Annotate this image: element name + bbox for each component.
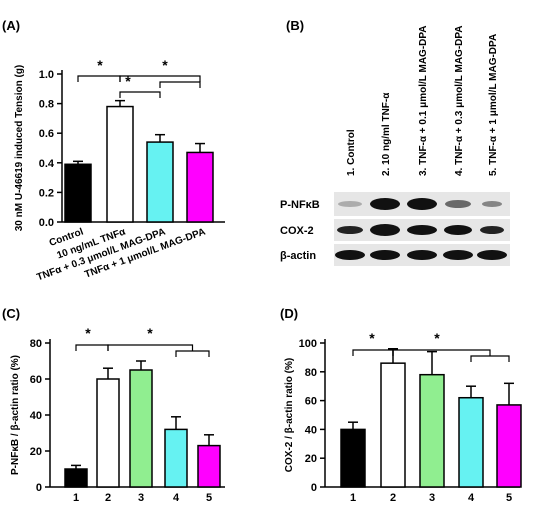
significance-star: *	[85, 325, 91, 341]
significance-bracket	[119, 91, 161, 98]
y-tick-label: 0.0	[39, 217, 54, 229]
significance-bracket	[470, 355, 510, 362]
band	[338, 201, 362, 207]
significance-star: *	[147, 325, 153, 341]
panel-label: (B)	[286, 18, 304, 33]
y-tick-label: 0.6	[39, 128, 54, 140]
x-tick-label: 4	[468, 492, 475, 504]
x-tick-label: 2	[105, 492, 111, 504]
y-tick-label: 1.0	[39, 69, 54, 81]
bar	[419, 373, 445, 488]
lane-label: 2. 10 ng/ml TNF-α	[381, 92, 392, 176]
significance-bracket	[107, 344, 194, 351]
band	[477, 250, 507, 260]
bar	[340, 428, 366, 488]
y-axis-label: P-NFκB / β-actin ratio (%)	[10, 355, 21, 475]
row-label: β-actin	[280, 250, 316, 262]
significance-bracket	[175, 350, 210, 357]
bar	[496, 404, 522, 488]
y-tick-label: 20	[30, 446, 42, 458]
x-tick-label: 5	[506, 492, 512, 504]
band	[407, 198, 437, 210]
western-blot	[334, 192, 510, 266]
bar	[64, 468, 88, 488]
y-tick-label: 0	[311, 482, 317, 494]
band	[480, 226, 504, 234]
lane-label: 5. TNF-α + 1 μmol/L MAG-DPA	[488, 34, 499, 176]
lane-label: 1. Control	[346, 129, 357, 176]
bar	[380, 362, 406, 488]
y-tick-label: 0.4	[39, 158, 55, 170]
y-tick-label: 40	[305, 424, 317, 436]
band	[370, 198, 400, 210]
significance-bracket	[352, 349, 394, 356]
y-tick-label: 0.8	[39, 99, 54, 111]
band	[444, 225, 472, 235]
y-tick-label: 80	[30, 338, 42, 350]
y-tick-label: 40	[30, 410, 42, 422]
significance-star: *	[369, 330, 375, 346]
y-tick-label: 60	[30, 374, 42, 386]
y-tick-label: 0	[36, 482, 42, 494]
significance-bracket	[159, 81, 201, 88]
x-tick-label: 1	[73, 492, 79, 504]
significance-bracket	[392, 349, 491, 356]
band	[445, 200, 471, 208]
x-tick-label: 3	[138, 492, 144, 504]
bar	[146, 141, 174, 223]
band	[335, 250, 365, 260]
y-tick-label: 20	[305, 453, 317, 465]
lane-label: 4. TNF-α + 0.3 μmol/L MAG-DPA	[454, 25, 465, 176]
bar	[64, 163, 92, 223]
x-tick-label: 3	[429, 492, 435, 504]
significance-bracket	[77, 75, 121, 82]
y-tick-label: 80	[305, 367, 317, 379]
y-tick-label: 100	[299, 338, 317, 350]
band	[370, 224, 400, 236]
significance-star: *	[97, 57, 103, 73]
bar	[106, 105, 134, 223]
band	[337, 226, 363, 234]
band	[370, 250, 400, 260]
x-tick-label: 1	[350, 492, 356, 504]
bar	[458, 396, 484, 488]
panel-label: (D)	[280, 306, 298, 321]
band	[482, 201, 502, 207]
bar	[164, 428, 188, 488]
y-axis-label: 30 nM U-46619 induced Tension (g)	[14, 65, 25, 232]
row-label: P-NFκB	[280, 199, 320, 211]
bar	[129, 369, 153, 488]
x-tick-label: 5	[206, 492, 212, 504]
significance-star: *	[162, 57, 168, 73]
x-tick-label: 4	[173, 492, 180, 504]
panel-label: (A)	[2, 18, 20, 33]
y-axis-label: COX-2 / β-actin ratio (%)	[284, 358, 295, 472]
row-label: COX-2	[280, 225, 314, 237]
bar	[197, 444, 221, 488]
significance-bracket	[75, 344, 109, 351]
band	[443, 250, 473, 260]
panel-label: (C)	[2, 306, 20, 321]
bar	[96, 378, 120, 488]
band	[407, 225, 437, 235]
x-tick-label: 2	[390, 492, 396, 504]
significance-star: *	[125, 73, 131, 89]
y-tick-label: 0.2	[39, 187, 54, 199]
lane-label: 3. TNF-α + 0.1 μmol/L MAG-DPA	[418, 25, 429, 176]
band	[407, 250, 437, 260]
bar	[186, 151, 214, 223]
significance-star: *	[434, 330, 440, 346]
y-tick-label: 60	[305, 396, 317, 408]
significance-bracket	[119, 75, 201, 82]
